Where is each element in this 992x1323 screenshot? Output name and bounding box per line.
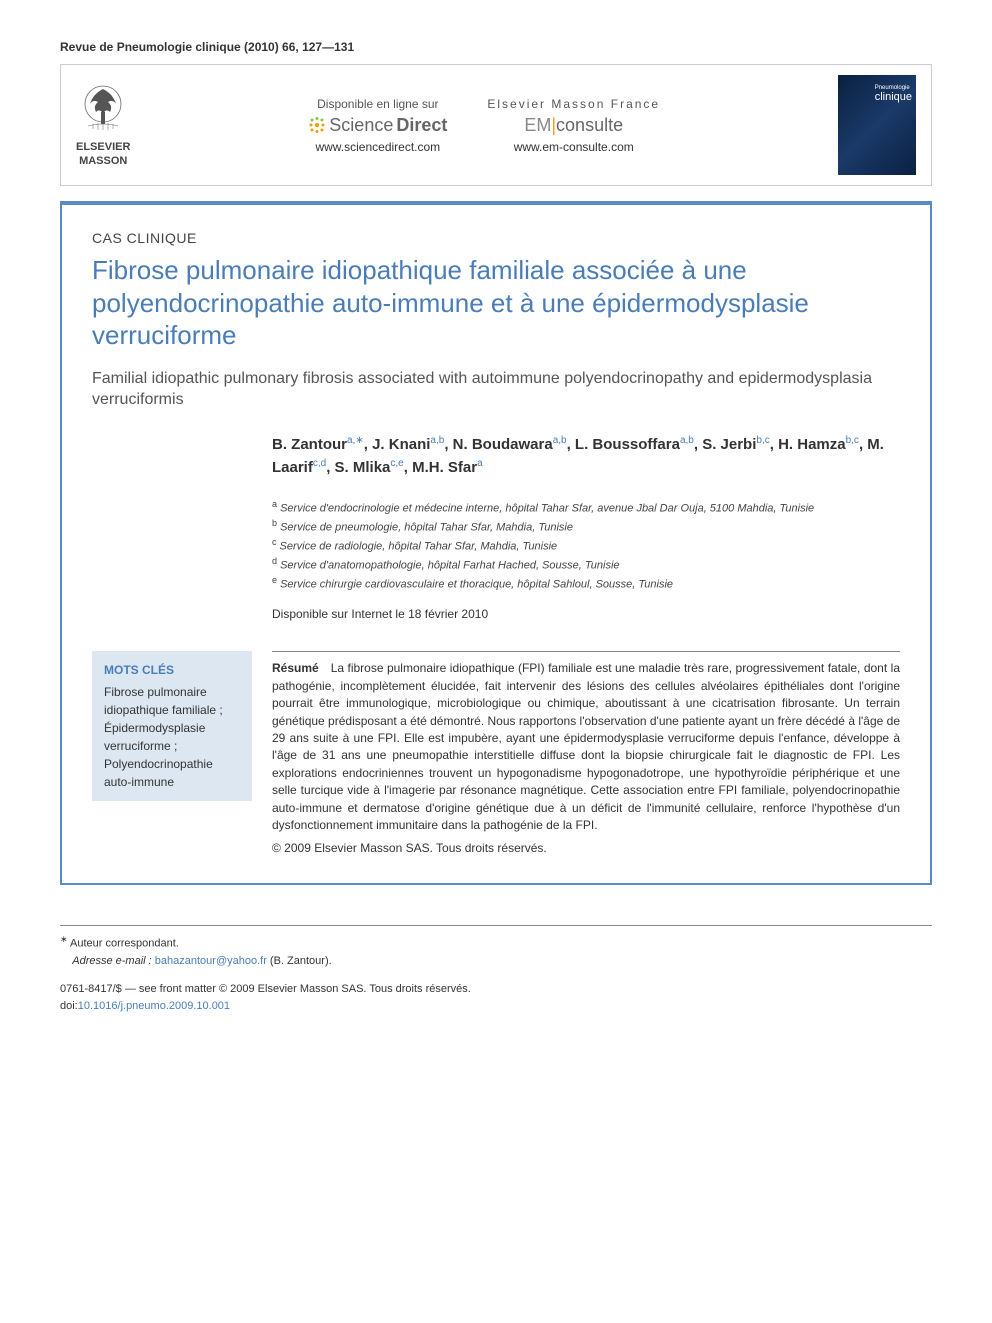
publisher-logo: ELSEVIER MASSON — [76, 84, 130, 167]
article-type-label: CAS CLINIQUE — [92, 230, 900, 246]
sd-brand-1: Science — [329, 115, 393, 136]
corr-label: Auteur correspondant. — [70, 937, 179, 949]
journal-reference: Revue de Pneumologie clinique (2010) 66,… — [60, 40, 932, 54]
keywords-text: Fibrose pulmonaire idiopathique familial… — [104, 683, 240, 791]
em-url[interactable]: www.em-consulte.com — [487, 140, 660, 154]
abstract-row: MOTS CLÉS Fibrose pulmonaire idiopathiqu… — [92, 651, 900, 857]
sciencedirect-box: Disponible en ligne sur ScienceDirect ww… — [308, 97, 447, 154]
keywords-heading: MOTS CLÉS — [104, 661, 240, 679]
publisher-name-2: MASSON — [79, 155, 127, 167]
article-frame: CAS CLINIQUE Fibrose pulmonaire idiopath… — [60, 201, 932, 885]
footnotes: ∗ Auteur correspondant. Adresse e-mail :… — [60, 925, 932, 1016]
abstract-text: La fibrose pulmonaire idiopathique (FPI)… — [272, 661, 900, 832]
email-label: Adresse e-mail : — [72, 955, 151, 967]
doi-link[interactable]: 10.1016/j.pneumo.2009.10.001 — [78, 1000, 230, 1012]
publisher-name-1: ELSEVIER — [76, 141, 130, 153]
elsevier-tree-icon — [78, 84, 128, 139]
article-title-french: Fibrose pulmonaire idiopathique familial… — [92, 254, 900, 352]
article-title-english: Familial idiopathic pulmonary fibrosis a… — [92, 368, 900, 411]
em-brand-1: EM — [524, 115, 551, 135]
header-banner: ELSEVIER MASSON Disponible en ligne sur … — [60, 64, 932, 186]
emconsulte-box: Elsevier Masson France EM|consulte www.e… — [487, 97, 660, 154]
author-email-link[interactable]: bahazantour@yahoo.fr — [155, 955, 267, 967]
sd-brand-2: Direct — [396, 115, 447, 136]
abstract-column: RésuméLa fibrose pulmonaire idiopathique… — [272, 651, 900, 857]
cover-title-main: clinique — [875, 91, 912, 103]
email-name: (B. Zantour). — [270, 955, 332, 967]
abstract-copyright: © 2009 Elsevier Masson SAS. Tous droits … — [272, 840, 900, 857]
emconsulte-logo: EM|consulte — [487, 115, 660, 136]
doi-label: doi: — [60, 1000, 78, 1012]
publication-date: Disponible sur Internet le 18 février 20… — [272, 607, 900, 621]
keywords-box: MOTS CLÉS Fibrose pulmonaire idiopathiqu… — [92, 651, 252, 801]
issn-copyright-line: 0761-8417/$ — see front matter © 2009 El… — [60, 981, 932, 999]
sd-burst-icon — [308, 116, 326, 134]
affiliation-list: a Service d'endocrinologie et médecine i… — [272, 498, 900, 594]
sd-url[interactable]: www.sciencedirect.com — [308, 140, 447, 154]
doi-line: doi:10.1016/j.pneumo.2009.10.001 — [60, 998, 932, 1016]
em-brand-2: consulte — [556, 115, 623, 135]
availability-links: Disponible en ligne sur ScienceDirect ww… — [160, 97, 808, 154]
em-label: Elsevier Masson France — [487, 97, 660, 111]
author-list: B. Zantoura,∗, J. Knania,b, N. Boudawara… — [272, 433, 900, 480]
star-icon: ∗ — [60, 934, 68, 944]
abstract-label: Résumé — [272, 661, 319, 675]
sd-label: Disponible en ligne sur — [308, 97, 447, 111]
journal-cover-thumbnail: Pneumologie clinique — [838, 75, 916, 175]
corresponding-author-note: ∗ Auteur correspondant. Adresse e-mail :… — [60, 932, 932, 971]
sciencedirect-logo: ScienceDirect — [308, 115, 447, 136]
